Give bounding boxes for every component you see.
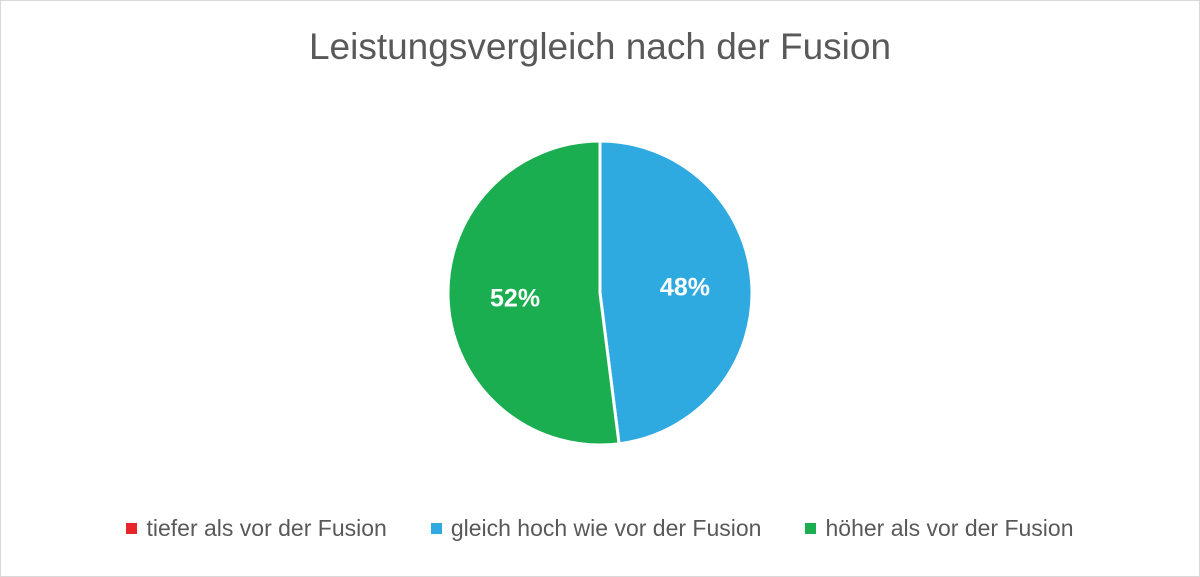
pie-slice-gleich	[598, 139, 754, 446]
legend-item-tiefer: tiefer als vor der Fusion	[126, 515, 387, 542]
legend-label-tiefer: tiefer als vor der Fusion	[146, 515, 387, 541]
legend-item-hoeher: höher als vor der Fusion	[805, 515, 1074, 542]
legend-swatch-hoeher	[805, 523, 817, 534]
chart-title: Leistungsvergleich nach der Fusion	[308, 26, 892, 67]
legend: tiefer als vor der Fusion gleich hoch wi…	[0, 515, 1200, 542]
legend-swatch-tiefer	[126, 523, 138, 534]
legend-item-gleich: gleich hoch wie vor der Fusion	[430, 515, 762, 542]
data-label-gleich: 48%	[660, 274, 710, 302]
legend-swatch-gleich	[430, 523, 442, 534]
data-label-hoeher: 52%	[490, 284, 540, 312]
legend-label-gleich: gleich hoch wie vor der Fusion	[450, 515, 762, 541]
pie-slice-hoeher	[446, 139, 621, 447]
legend-label-hoeher: höher als vor der Fusion	[825, 515, 1074, 541]
